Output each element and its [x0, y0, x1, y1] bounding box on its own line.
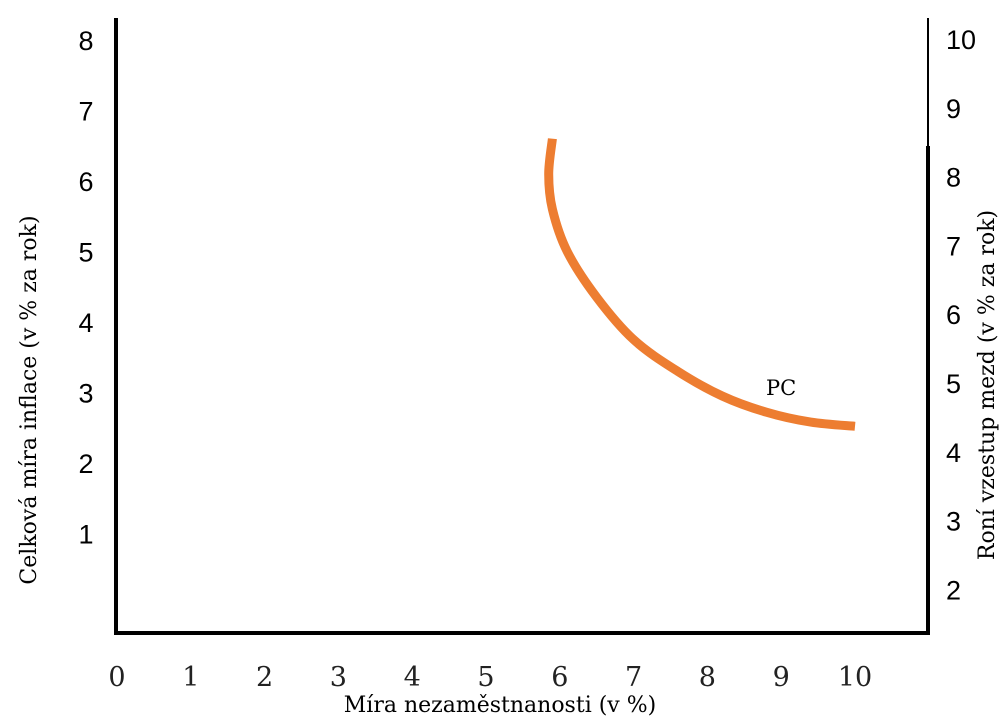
- right-y-tick-label: 8: [946, 163, 961, 193]
- x-axis-title: Míra nezaměstnanosti (v %): [344, 693, 656, 717]
- right-y-tick-label: 4: [946, 438, 961, 468]
- left-y-tick-label: 4: [78, 308, 93, 338]
- right-y-tick-label: 6: [946, 300, 961, 330]
- axes: [114, 18, 930, 635]
- right-y-tick-label: 5: [946, 369, 961, 399]
- left-y-tick-label: 3: [78, 379, 93, 409]
- left-y-tick-label: 2: [78, 449, 93, 479]
- x-tick-label: 0: [108, 662, 125, 693]
- x-tick-label: 10: [838, 662, 872, 693]
- series-line-pc: [544, 138, 856, 431]
- x-tick-label: 9: [773, 662, 790, 693]
- x-tick-label: 7: [625, 662, 642, 693]
- left-y-tick-label: 8: [78, 26, 93, 56]
- x-tick-label: 4: [404, 662, 421, 693]
- x-tick-label: 2: [256, 662, 273, 693]
- left-y-tick-labels: 1 2 3 4 5 6 7 8: [78, 26, 93, 550]
- right-y-tick-label: 2: [946, 575, 961, 605]
- right-y-tick-label: 7: [946, 231, 961, 261]
- series-label-pc: PC: [766, 376, 796, 400]
- x-tick-label: 8: [699, 662, 716, 693]
- x-tick-labels: 0 1 2 3 4 5 6 7 8 9 10: [108, 662, 872, 693]
- x-tick-label: 5: [477, 662, 494, 693]
- left-y-tick-label: 5: [78, 238, 93, 268]
- x-tick-label: 3: [330, 662, 347, 693]
- right-y-tick-labels: 2 3 4 5 6 7 8 9 10: [946, 25, 976, 605]
- right-y-axis-title: Roní vzestup mezd (v % za rok): [975, 210, 1000, 560]
- right-y-tick-label: 3: [946, 507, 961, 537]
- x-tick-label: 1: [182, 662, 199, 693]
- left-y-tick-label: 1: [78, 520, 93, 550]
- left-y-tick-label: 6: [78, 167, 93, 197]
- x-tick-label: 6: [551, 662, 568, 693]
- right-y-tick-label: 9: [946, 94, 961, 124]
- right-y-tick-label: 10: [946, 25, 976, 55]
- left-y-tick-label: 7: [78, 97, 93, 127]
- left-y-axis-title: Celková míra inflace (v % za rok): [17, 215, 42, 584]
- series-layer: [544, 138, 856, 431]
